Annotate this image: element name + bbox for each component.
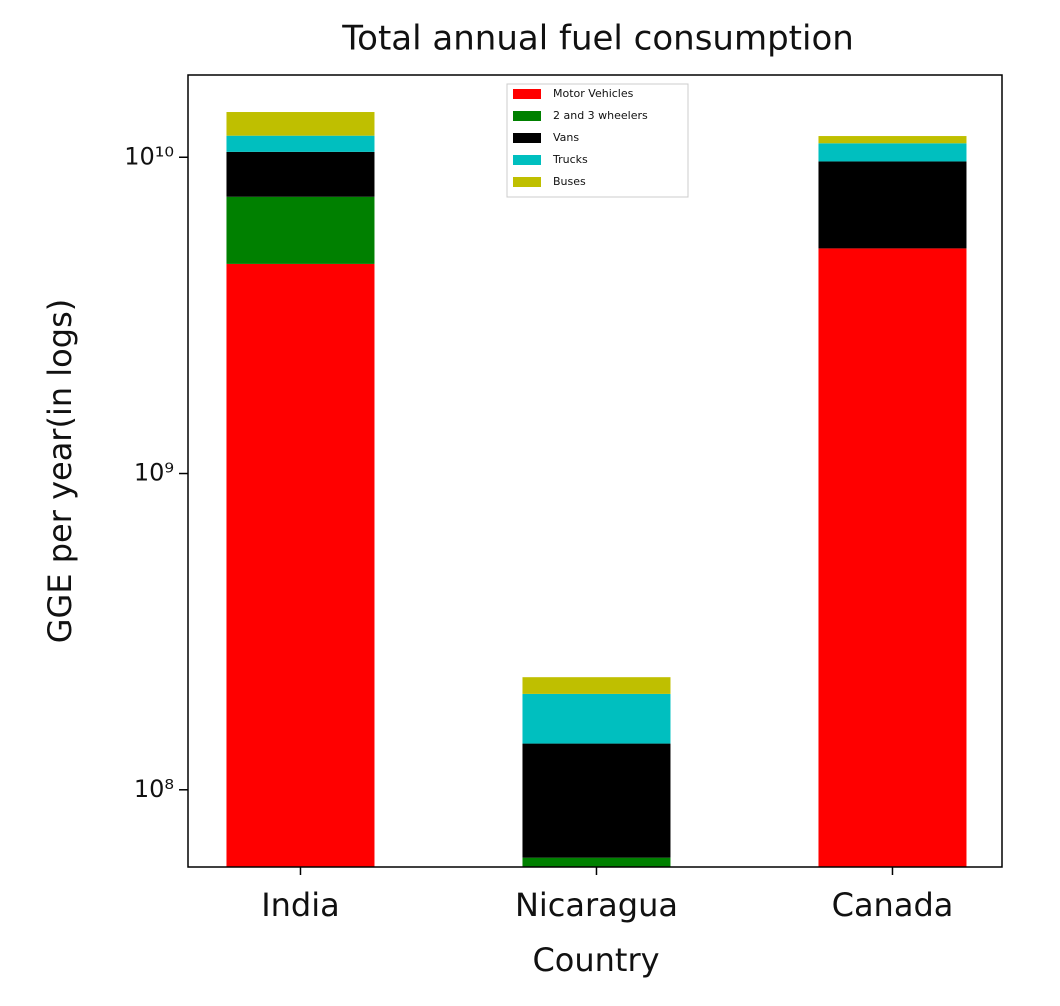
x-tick-label: Canada (832, 886, 954, 924)
legend-swatch (513, 111, 541, 121)
chart-title: Total annual fuel consumption (341, 19, 854, 59)
bar-segment (226, 135, 375, 152)
legend-swatch (513, 133, 541, 143)
legend-label: 2 and 3 wheelers (553, 109, 648, 122)
legend-swatch (513, 155, 541, 165)
bar-segment (522, 743, 671, 858)
legend-label: Motor Vehicles (553, 87, 634, 100)
bar-segment (226, 112, 375, 136)
bar-segment (226, 263, 375, 867)
y-tick-label: 10¹⁰ (124, 142, 174, 170)
legend-swatch (513, 177, 541, 187)
x-tick-label: India (261, 886, 340, 924)
x-tick-label: Nicaragua (515, 886, 678, 924)
bar-segment (818, 143, 967, 162)
legend-label: Vans (553, 131, 579, 144)
bar-segment (818, 161, 967, 249)
legend: Motor Vehicles 2 and 3 wheelers Vans Trucks… (506, 83, 689, 198)
bar-segment (818, 136, 967, 144)
x-axis-label: Country (532, 941, 659, 979)
plot-area (226, 112, 967, 867)
legend-swatch (513, 89, 541, 99)
bar-segment (818, 248, 967, 867)
plot-frame (187, 74, 1003, 868)
y-axis-label: GGE per year(in logs) (41, 299, 79, 643)
legend-label: Trucks (552, 153, 588, 166)
axes: 10⁸ 10⁹ 10¹⁰ India Nicaragua Canada (124, 142, 953, 924)
bar-segment (522, 677, 671, 694)
bar-segment (226, 151, 375, 197)
bar-segment (522, 693, 671, 744)
y-tick-label: 10⁹ (134, 459, 174, 487)
legend-label: Buses (553, 175, 586, 188)
y-tick-label: 10⁸ (134, 775, 174, 803)
bar-segment (522, 857, 671, 867)
bar-segment (226, 196, 375, 264)
